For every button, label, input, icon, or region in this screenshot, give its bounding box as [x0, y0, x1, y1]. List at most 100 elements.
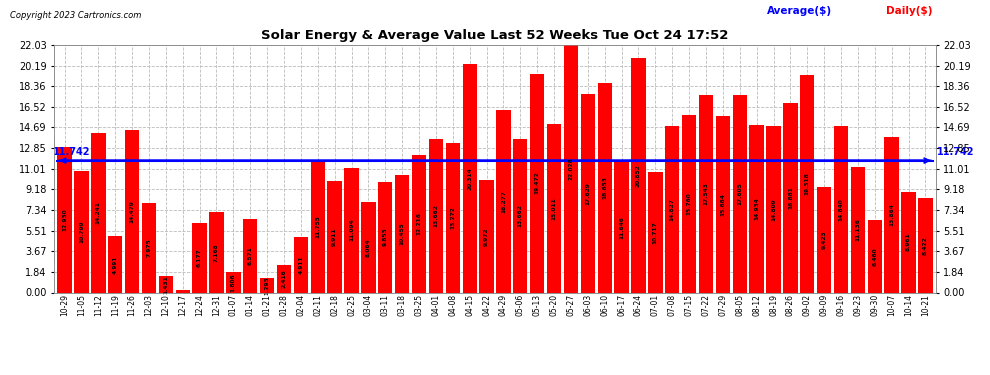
Text: 17.629: 17.629: [585, 182, 590, 205]
Text: 9.911: 9.911: [333, 228, 338, 246]
Text: 17.543: 17.543: [704, 183, 709, 206]
Text: 12.930: 12.930: [62, 209, 67, 231]
Bar: [783, 103, 798, 292]
Bar: [294, 237, 308, 292]
Bar: [546, 124, 561, 292]
Bar: [462, 64, 477, 292]
Text: 8.064: 8.064: [366, 238, 371, 256]
Bar: [361, 202, 375, 292]
Text: 14.840: 14.840: [839, 198, 843, 220]
Text: 19.472: 19.472: [535, 172, 540, 195]
Text: 10.455: 10.455: [400, 222, 405, 245]
Bar: [91, 132, 106, 292]
Text: 7.168: 7.168: [214, 243, 219, 262]
Bar: [800, 75, 815, 292]
Text: 16.881: 16.881: [788, 186, 793, 209]
Text: 1.806: 1.806: [231, 273, 236, 292]
Bar: [74, 171, 89, 292]
Bar: [530, 74, 544, 292]
Text: 14.479: 14.479: [130, 200, 135, 222]
Text: 10.717: 10.717: [652, 221, 657, 244]
Bar: [175, 290, 190, 292]
Text: 12.216: 12.216: [417, 213, 422, 236]
Text: 4.991: 4.991: [113, 255, 118, 274]
Bar: [716, 116, 730, 292]
Bar: [277, 266, 291, 292]
Bar: [867, 220, 882, 292]
Bar: [479, 180, 494, 292]
Text: 7.975: 7.975: [147, 238, 151, 257]
Text: 14.827: 14.827: [669, 198, 675, 220]
Bar: [598, 83, 612, 292]
Bar: [919, 198, 933, 292]
Bar: [733, 95, 746, 292]
Text: 11.094: 11.094: [349, 219, 354, 242]
Text: 6.177: 6.177: [197, 248, 202, 267]
Bar: [446, 143, 460, 292]
Text: 13.272: 13.272: [450, 207, 455, 230]
Text: 9.423: 9.423: [822, 230, 827, 249]
Text: 6.571: 6.571: [248, 246, 252, 265]
Text: 13.864: 13.864: [889, 203, 894, 226]
Bar: [57, 147, 71, 292]
Bar: [328, 181, 342, 292]
Bar: [563, 45, 578, 292]
Text: 11.742: 11.742: [938, 147, 975, 157]
Bar: [884, 137, 899, 292]
Text: 11.646: 11.646: [619, 216, 624, 238]
Bar: [513, 139, 528, 292]
Bar: [125, 130, 140, 292]
Text: 16.277: 16.277: [501, 190, 506, 213]
Bar: [766, 126, 781, 292]
Text: 13.662: 13.662: [518, 204, 523, 227]
Text: 15.760: 15.760: [687, 193, 692, 215]
Bar: [192, 223, 207, 292]
Text: 14.809: 14.809: [771, 198, 776, 220]
Text: 22.028: 22.028: [568, 158, 573, 180]
Bar: [648, 172, 662, 292]
Bar: [108, 236, 123, 292]
Text: 9.972: 9.972: [484, 227, 489, 246]
Bar: [682, 116, 696, 292]
Text: 8.961: 8.961: [906, 233, 911, 252]
Text: 14.241: 14.241: [96, 201, 101, 224]
Text: Copyright 2023 Cartronics.com: Copyright 2023 Cartronics.com: [10, 11, 142, 20]
Text: 17.605: 17.605: [738, 182, 742, 205]
Text: 8.422: 8.422: [923, 236, 928, 255]
Bar: [496, 110, 511, 292]
Bar: [615, 162, 629, 292]
Bar: [850, 167, 865, 292]
Bar: [260, 278, 274, 292]
Bar: [834, 126, 848, 292]
Bar: [665, 126, 679, 292]
Text: 20.852: 20.852: [636, 164, 641, 187]
Text: 6.460: 6.460: [872, 247, 877, 266]
Bar: [901, 192, 916, 292]
Bar: [226, 272, 241, 292]
Text: 11.755: 11.755: [315, 215, 321, 238]
Bar: [244, 219, 257, 292]
Text: Daily($): Daily($): [886, 6, 933, 16]
Text: 19.318: 19.318: [805, 172, 810, 195]
Title: Solar Energy & Average Value Last 52 Weeks Tue Oct 24 17:52: Solar Energy & Average Value Last 52 Wee…: [261, 30, 729, 42]
Text: 20.314: 20.314: [467, 167, 472, 190]
Bar: [158, 276, 173, 292]
Text: 11.742: 11.742: [52, 147, 90, 157]
Text: 18.653: 18.653: [602, 176, 607, 199]
Bar: [817, 187, 832, 292]
Bar: [378, 182, 392, 292]
Text: 15.011: 15.011: [551, 197, 556, 219]
Text: 14.934: 14.934: [754, 197, 759, 220]
Text: Average($): Average($): [767, 6, 833, 16]
Text: 10.799: 10.799: [79, 220, 84, 243]
Text: 9.853: 9.853: [383, 228, 388, 246]
Bar: [311, 160, 325, 292]
Bar: [345, 168, 358, 292]
Bar: [581, 94, 595, 292]
Text: 1.293: 1.293: [264, 276, 269, 294]
Text: 11.136: 11.136: [855, 219, 860, 242]
Bar: [209, 212, 224, 292]
Bar: [699, 95, 713, 292]
Text: 2.416: 2.416: [281, 270, 286, 288]
Bar: [429, 139, 444, 292]
